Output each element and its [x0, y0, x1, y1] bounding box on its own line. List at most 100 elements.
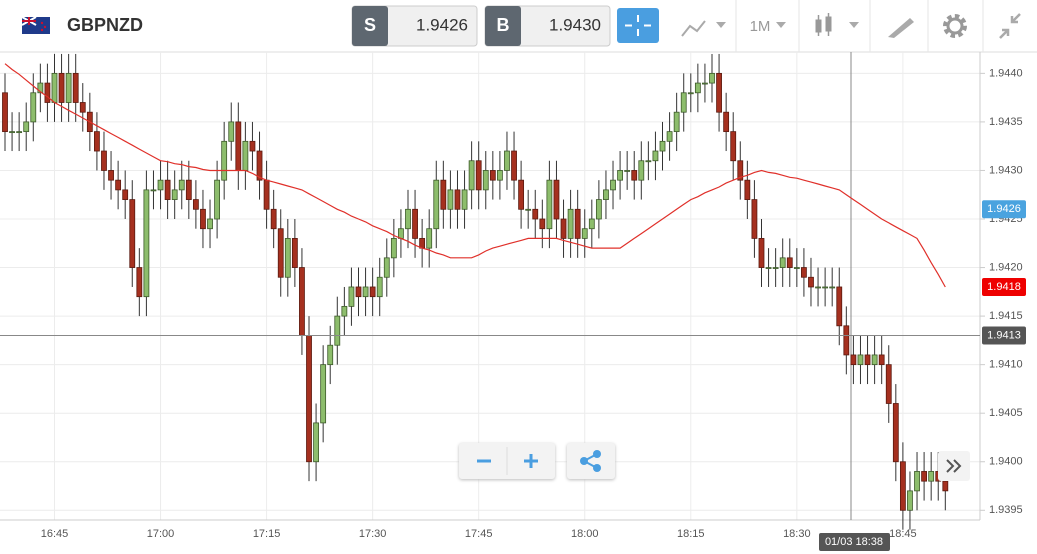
- candle-body: [263, 179, 270, 210]
- share-icon: [580, 450, 601, 472]
- candle-body: [496, 170, 503, 181]
- plot: [0, 52, 980, 520]
- candle-body: [815, 286, 821, 289]
- candle-body: [419, 238, 426, 249]
- candle-body: [546, 179, 553, 230]
- candle-body: [65, 72, 72, 103]
- sell-button[interactable]: S 1.9426: [351, 5, 478, 47]
- candle-body: [277, 228, 284, 278]
- symbol: GBPNZD: [67, 15, 143, 35]
- candle-body: [242, 140, 249, 171]
- candle-body: [256, 150, 263, 181]
- candle-body: [122, 189, 129, 200]
- chart-type-button[interactable]: [681, 20, 726, 37]
- buy-price: 1.9430: [549, 15, 601, 34]
- crosshair-time: 01/03 18:38: [825, 536, 883, 548]
- scroll-icon: [946, 459, 962, 473]
- candle-body: [666, 131, 673, 142]
- y-tick-label: 1.9395: [989, 504, 1023, 516]
- candle-body: [808, 276, 814, 288]
- candle-style-button[interactable]: [815, 13, 859, 36]
- candle-body: [765, 267, 772, 269]
- x-tick-label: 18:15: [677, 528, 705, 540]
- buy-label: B: [497, 15, 510, 35]
- candle-body: [588, 218, 595, 230]
- moving-average: [4, 63, 946, 288]
- candle-body: [801, 267, 807, 278]
- crosshair-price-badge-bg: [982, 326, 1026, 345]
- flag: [21, 16, 50, 34]
- candle-body: [178, 179, 185, 191]
- x-tick-label: 18:00: [571, 528, 599, 540]
- candle-body: [115, 179, 122, 191]
- candle-body: [610, 179, 616, 191]
- candle-body: [680, 92, 687, 113]
- candle-body: [786, 257, 793, 268]
- candle-body: [398, 228, 404, 239]
- candle-body: [928, 471, 935, 482]
- candle-body: [23, 121, 30, 133]
- last-price-badge-bg: [982, 200, 1026, 219]
- candle-body: [72, 72, 79, 103]
- last-price-badge: 1.9426: [987, 203, 1021, 215]
- scroll-right-button[interactable]: [938, 451, 970, 481]
- candle-body: [221, 140, 228, 181]
- y-tick-label: 1.9430: [989, 164, 1023, 176]
- candle-body: [440, 179, 447, 210]
- buy-button[interactable]: B 1.9430: [484, 5, 611, 47]
- candle-body: [914, 471, 920, 492]
- candle-body: [9, 131, 15, 134]
- candle-body: [942, 480, 949, 492]
- candle-body: [574, 208, 581, 239]
- x-tick-label: 18:45: [889, 528, 917, 540]
- candle-body: [645, 160, 652, 163]
- candle-body: [79, 102, 86, 113]
- x-tick-label: 17:15: [253, 528, 281, 540]
- share-button[interactable]: [567, 443, 615, 479]
- candle-body: [482, 170, 489, 191]
- candle-body: [44, 82, 51, 103]
- candle-body: [716, 72, 722, 113]
- candle-body: [150, 189, 157, 192]
- crosshair-button[interactable]: [617, 8, 659, 43]
- timeframe: 1M: [750, 18, 771, 35]
- candle-body: [567, 208, 574, 239]
- candle-body: [652, 150, 659, 162]
- y-tick-label: 1.9440: [989, 67, 1023, 79]
- candle-body: [511, 150, 517, 181]
- candle-body: [659, 140, 666, 152]
- candle-body: [475, 160, 482, 191]
- candle-body: [291, 238, 298, 268]
- collapse-button[interactable]: [999, 13, 1021, 39]
- zoom-icons: [477, 447, 538, 475]
- candle-body: [348, 286, 355, 307]
- candle-body: [320, 364, 327, 424]
- settings-button[interactable]: [943, 14, 967, 38]
- candle-body: [504, 150, 510, 171]
- candle-body: [581, 228, 588, 239]
- candle-body: [306, 335, 312, 463]
- candle-body: [744, 179, 751, 200]
- candle-body: [200, 208, 206, 230]
- candle-body: [758, 238, 765, 268]
- candle-body: [101, 150, 107, 171]
- x-tick-label: 18:30: [783, 528, 811, 540]
- zoom-in[interactable]: [524, 454, 538, 468]
- candle-body: [207, 218, 213, 230]
- crosshair-time-bg: [819, 533, 890, 551]
- candle-body: [553, 179, 560, 220]
- candle-body: [355, 286, 362, 298]
- y-tick-label: 1.9405: [989, 407, 1023, 419]
- candle-body: [313, 422, 319, 463]
- candle-body: [327, 344, 334, 366]
- zoom-controls: [459, 443, 555, 479]
- timeframe-button[interactable]: 1M: [750, 18, 786, 35]
- draw-button[interactable]: [888, 18, 914, 38]
- candle-body: [270, 208, 277, 230]
- candle-body: [454, 189, 461, 210]
- candle-body: [694, 82, 701, 94]
- ma-badge-bg: [982, 277, 1026, 296]
- candle-body: [214, 179, 221, 220]
